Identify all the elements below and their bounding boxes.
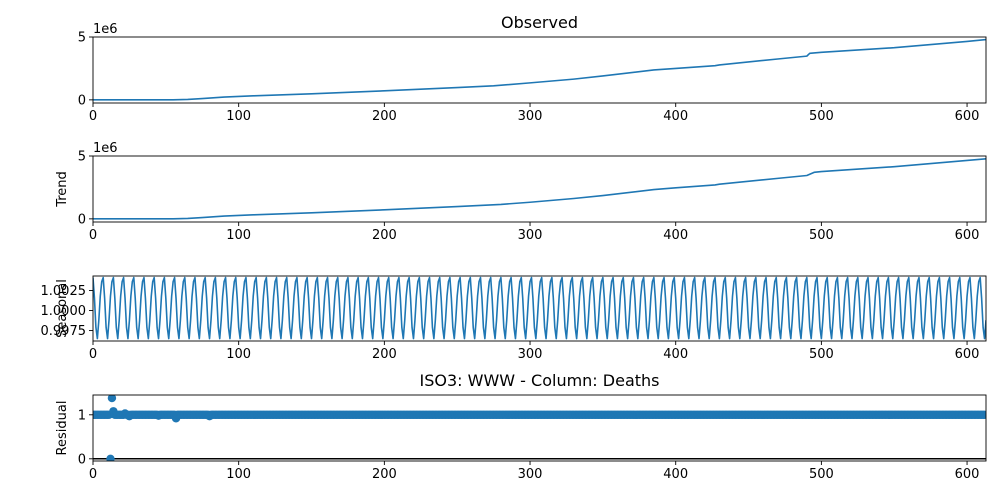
panel-4: 0 100 200 300 400 500 600 0 1 ISO3: WWW - Column:… <box>55 371 987 482</box>
x-tick-label: 600 <box>955 109 980 124</box>
x-tick-label: 0 <box>89 228 97 243</box>
axis-offset-label: 1e6 <box>93 22 118 37</box>
y-tick-label: 0.9975 <box>41 324 87 339</box>
axis-offset-label: 1e6 <box>93 141 118 156</box>
x-tick-label: 500 <box>809 109 834 124</box>
x-tick-label: 0 <box>89 109 97 124</box>
x-tick-label: 200 <box>372 109 397 124</box>
data-layer <box>93 38 986 101</box>
y-tick-label: 0 <box>78 93 86 108</box>
x-tick-label: 200 <box>372 228 397 243</box>
x-tick-label: 400 <box>663 228 688 243</box>
x-tick-label: 300 <box>518 347 543 362</box>
panel-2: 0 100 200 300 400 500 600 0 5 1e6 Trend <box>55 141 987 243</box>
x-tick-label: 200 <box>372 467 397 482</box>
y-axis-label: Trend <box>55 171 70 208</box>
y-tick-label: 0 <box>78 452 86 467</box>
residual-point <box>106 454 115 461</box>
x-tick-label: 100 <box>226 228 251 243</box>
x-tick-label: 400 <box>663 109 688 124</box>
x-tick-label: 0 <box>89 467 97 482</box>
series-line <box>93 38 986 101</box>
data-layer <box>93 395 986 461</box>
x-tick-label: 500 <box>809 347 834 362</box>
x-tick-label: 300 <box>518 228 543 243</box>
y-tick-label: 0 <box>78 212 86 227</box>
axes-frame <box>92 394 987 462</box>
x-tick-label: 200 <box>372 347 397 362</box>
data-layer <box>93 276 986 340</box>
panel-1: 0 100 200 300 400 500 600 0 5 1e6 Observed <box>78 13 987 124</box>
axes-frame <box>92 275 987 342</box>
x-tick-label: 300 <box>518 109 543 124</box>
x-tick-label: 300 <box>518 467 543 482</box>
x-tick-label: 0 <box>89 347 97 362</box>
x-tick-label: 500 <box>809 467 834 482</box>
axes-frame <box>92 155 987 223</box>
x-tick-label: 500 <box>809 228 834 243</box>
series-line <box>93 157 986 220</box>
y-tick-label: 5 <box>78 31 86 46</box>
data-layer <box>93 157 986 220</box>
x-tick-label: 100 <box>226 347 251 362</box>
series-line <box>93 276 986 340</box>
panel-title: Observed <box>501 13 578 32</box>
residual-point <box>107 395 117 403</box>
y-axis-label: Residual <box>55 401 70 456</box>
y-tick-label: 5 <box>78 150 86 165</box>
x-tick-label: 600 <box>955 347 980 362</box>
x-tick-label: 100 <box>226 109 251 124</box>
y-tick-label: 1.0000 <box>41 304 87 319</box>
y-tick-label: 1.0025 <box>41 284 87 299</box>
y-tick-label: 1 <box>78 408 86 423</box>
residual-point <box>980 410 986 419</box>
x-tick-label: 600 <box>955 467 980 482</box>
panel-title: ISO3: WWW - Column: Deaths <box>420 371 660 390</box>
y-axis-label: Seasonal <box>55 279 70 338</box>
x-tick-label: 600 <box>955 228 980 243</box>
x-tick-label: 400 <box>663 467 688 482</box>
axes-frame <box>92 36 987 104</box>
x-tick-label: 400 <box>663 347 688 362</box>
panel-3: 0 100 200 300 400 500 600 0.9975 1.0000 1.0025Sea… <box>41 275 987 362</box>
x-tick-label: 100 <box>226 467 251 482</box>
